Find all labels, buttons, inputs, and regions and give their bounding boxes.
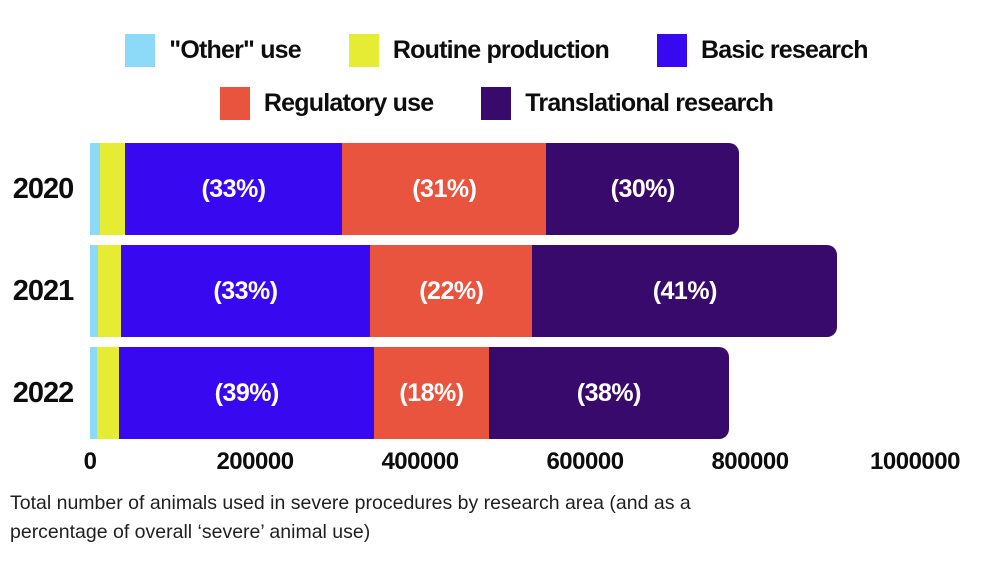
stacked-bar: (33%) (22%) (41%) bbox=[90, 245, 838, 337]
legend-item-routine: Routine production bbox=[348, 34, 610, 67]
x-tick-label: 800000 bbox=[711, 448, 789, 475]
bar-segment-translational: (30%) bbox=[546, 143, 740, 235]
legend-swatch-basic bbox=[657, 34, 687, 67]
bar-segment-basic: (33%) bbox=[124, 143, 343, 235]
bar-segment-regulatory: (22%) bbox=[370, 245, 533, 337]
x-tick-label: 200000 bbox=[216, 448, 294, 475]
chart-row-2021: 2021 (33%) (22%) (41%) bbox=[0, 245, 993, 337]
bar-segment-translational: (41%) bbox=[532, 245, 838, 337]
bar-segment-translational: (38%) bbox=[488, 347, 729, 439]
chart-row-2020: 2020 (33%) (31%) (30%) bbox=[0, 143, 993, 235]
segment-percent-label: (39%) bbox=[214, 378, 280, 407]
x-tick-label: 600000 bbox=[546, 448, 624, 475]
legend-label-routine: Routine production bbox=[392, 36, 610, 64]
bar-segment-routine bbox=[99, 143, 125, 235]
chart-row-2022: 2022 (39%) (18%) (38%) bbox=[0, 347, 993, 439]
x-tick-label: 1000000 bbox=[870, 448, 960, 475]
x-tick-label: 0 bbox=[83, 448, 97, 475]
segment-percent-label: (33%) bbox=[201, 174, 266, 203]
bar-segment-other bbox=[90, 245, 99, 337]
bar-chart: 2020 (33%) (31%) (30%) 2021 (33%) (22%) (41%) 20… bbox=[0, 143, 993, 449]
year-label: 2021 bbox=[12, 274, 75, 307]
legend-row: Regulatory use Translational research bbox=[219, 87, 774, 120]
bar-segment-other bbox=[90, 143, 100, 235]
legend-swatch-regulatory bbox=[219, 87, 250, 120]
bar-segment-routine bbox=[98, 245, 121, 337]
chart-caption: Total number of animals used in severe p… bbox=[10, 492, 691, 543]
legend-row: "Other" use Routine production Basic resea… bbox=[125, 34, 869, 67]
x-tick-label: 400000 bbox=[381, 448, 459, 475]
bar-segment-other bbox=[90, 347, 97, 439]
legend-label-basic: Basic research bbox=[701, 36, 869, 64]
segment-percent-label: (30%) bbox=[610, 174, 676, 203]
segment-percent-label: (22%) bbox=[419, 276, 484, 305]
legend-item-other: "Other" use bbox=[125, 34, 302, 67]
segment-percent-label: (18%) bbox=[399, 378, 464, 407]
segment-percent-label: (41%) bbox=[652, 276, 718, 305]
chart-legend: "Other" use Routine production Basic resea… bbox=[0, 34, 993, 120]
x-axis: 0 200000 400000 600000 800000 1000000 bbox=[0, 448, 993, 478]
legend-swatch-translational bbox=[481, 87, 512, 120]
stacked-bar: (33%) (31%) (30%) bbox=[90, 143, 740, 235]
segment-percent-label: (31%) bbox=[412, 174, 477, 203]
year-label: 2022 bbox=[12, 376, 75, 409]
segment-percent-label: (38%) bbox=[576, 378, 642, 407]
stacked-bar: (39%) (18%) (38%) bbox=[90, 347, 729, 439]
year-label: 2020 bbox=[12, 172, 75, 205]
legend-item-basic: Basic research bbox=[657, 34, 869, 67]
legend-label-other: "Other" use bbox=[169, 36, 301, 64]
bar-segment-routine bbox=[97, 347, 120, 439]
legend-item-regulatory: Regulatory use bbox=[219, 87, 434, 120]
legend-swatch-other bbox=[125, 34, 156, 67]
legend-swatch-routine bbox=[348, 34, 379, 67]
segment-percent-label: (33%) bbox=[213, 276, 278, 305]
legend-item-translational: Translational research bbox=[481, 87, 774, 120]
legend-label-translational: Translational research bbox=[525, 89, 774, 117]
bar-segment-regulatory: (31%) bbox=[342, 143, 547, 235]
bar-segment-basic: (39%) bbox=[119, 347, 375, 439]
bar-segment-basic: (33%) bbox=[120, 245, 371, 337]
bar-segment-regulatory: (18%) bbox=[374, 347, 489, 439]
legend-label-regulatory: Regulatory use bbox=[263, 89, 434, 117]
